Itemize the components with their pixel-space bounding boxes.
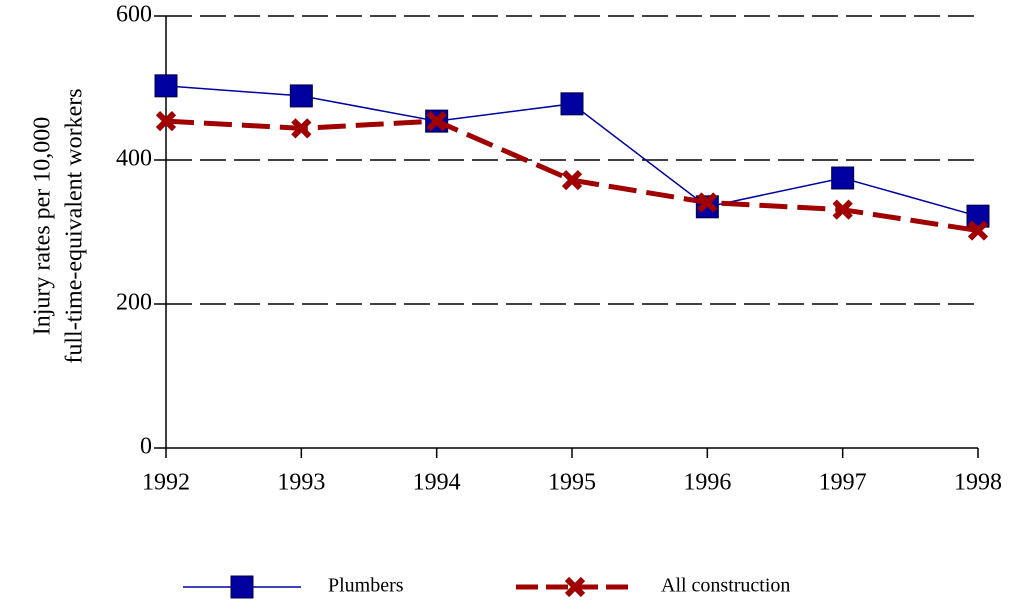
marker [832,199,853,220]
x-tick-label: 1995 [548,470,596,496]
legend-label: Plumbers [328,575,404,597]
series-line [165,118,979,234]
marker [967,220,989,241]
legend-marker [564,576,586,598]
x-tick-label: 1993 [277,470,325,496]
legend-label: All construction [661,575,790,597]
x-tick-label: 1997 [819,470,867,496]
marker [291,118,312,139]
x-tick-label: 1994 [413,470,461,496]
y-tick-label: 400 [116,146,152,172]
marker [155,110,177,132]
y-axis-label-line: Injury rates per 10,000 [30,117,56,336]
x-tick-label: 1992 [142,470,190,496]
marker [697,192,718,213]
y-tick-label: 600 [116,2,152,28]
y-tick-label: 0 [140,434,152,460]
legend-marker [230,575,254,599]
marker [426,110,447,132]
x-tick-label: 1996 [683,470,731,496]
marker [561,170,583,191]
marker [560,92,584,116]
marker [831,166,855,190]
marker [289,84,313,108]
x-tick-label: 1998 [954,470,1002,496]
y-tick-label: 200 [116,290,152,316]
y-axis-label: Injury rates per 10,000 full-time-equival… [30,88,88,363]
marker [154,74,178,98]
y-axis-label-line: full-time-equivalent workers [62,88,88,363]
